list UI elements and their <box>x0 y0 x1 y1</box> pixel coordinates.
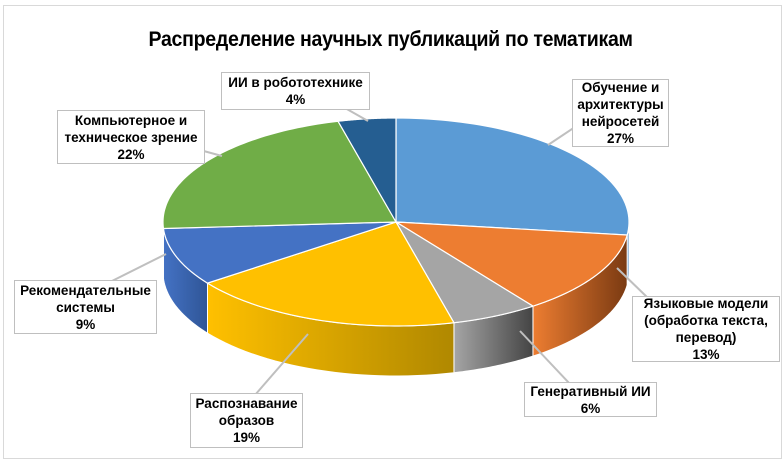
data-label: Распознавание образов 19% <box>190 393 303 448</box>
data-label-value: 22% <box>117 146 145 162</box>
data-label-name: перевод) <box>675 330 737 345</box>
data-label: Генеративный ИИ 6% <box>524 382 657 417</box>
data-label-value: 13% <box>692 347 720 362</box>
data-label-name: Распознавание <box>195 396 298 411</box>
data-label-name: нейросетей <box>581 114 660 129</box>
data-label: Рекомендательные системы 9% <box>14 280 157 334</box>
data-label-name: архитектуры <box>577 97 664 112</box>
data-label-name: Компьютерное и <box>74 112 188 128</box>
pie-slice[interactable] <box>395 221 535 324</box>
data-label-value: 27% <box>606 131 635 146</box>
data-label-name: ИИ в робототехнике <box>228 75 363 90</box>
data-label-value: 9% <box>75 316 96 332</box>
data-label: Компьютерное и техническое зрение 22% <box>57 110 205 164</box>
data-label: ИИ в робототехнике 4% <box>221 72 370 110</box>
data-label-name: Обучение и <box>581 80 660 95</box>
pie-slice[interactable] <box>162 120 398 230</box>
data-label-name: образов <box>218 413 275 428</box>
leader-line <box>344 107 369 122</box>
pie-slice[interactable] <box>162 221 397 284</box>
data-label-value: 4% <box>285 92 306 107</box>
data-label-value: 6% <box>580 400 601 416</box>
data-label-name: Генеративный ИИ <box>530 383 651 399</box>
data-label-value: 19% <box>232 430 261 445</box>
leader-line <box>519 330 571 385</box>
leader-line <box>616 267 651 301</box>
data-label-name: Языковые модели <box>643 296 769 311</box>
pie-slice[interactable] <box>337 117 397 225</box>
data-label: Языковые модели (обработка текста, перевод… <box>632 296 780 362</box>
leader-line <box>254 333 309 396</box>
data-label-name: Рекомендательные <box>20 282 151 298</box>
data-label-name: (обработка текста, <box>644 313 768 328</box>
data-label-name: системы <box>56 299 115 315</box>
pie-slice[interactable] <box>206 221 455 327</box>
pie-slice[interactable] <box>395 221 628 307</box>
pie-slice[interactable] <box>395 117 630 236</box>
leader-line <box>109 253 167 283</box>
data-label-name: техническое зрение <box>64 129 198 145</box>
chart-title: Распределение научных публикаций по тема… <box>148 28 633 51</box>
data-label: Обучение и архитектуры нейросетей 27% <box>572 79 669 147</box>
